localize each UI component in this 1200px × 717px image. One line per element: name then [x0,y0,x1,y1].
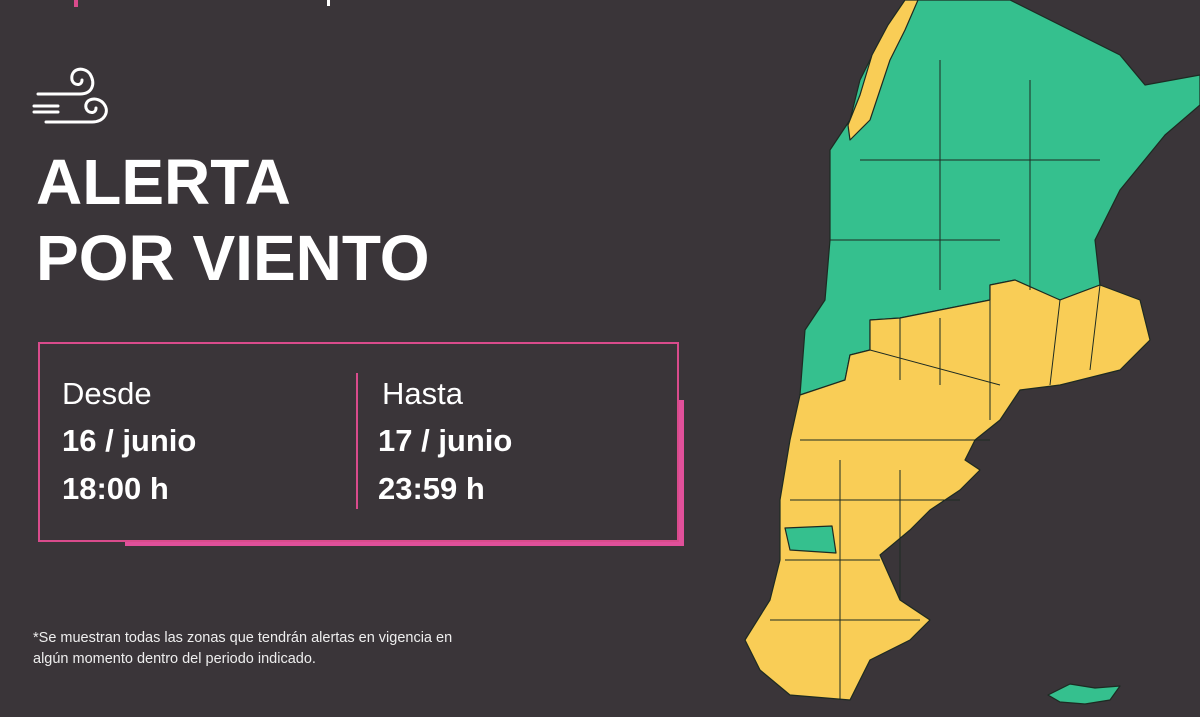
map-region-alert [744,279,1151,701]
map-boundaries [770,60,1101,700]
period-box [38,342,679,542]
page-title-line1: ALERTA [36,146,291,218]
map-region-alert-nw [847,0,919,141]
from-time: 18:00 h [62,471,169,506]
map-islands [1047,683,1121,705]
box-shadow [677,400,684,546]
to-date: 17 / junio [378,423,513,458]
from-label: Desde [62,376,152,411]
top-divider [327,0,330,6]
period-divider [356,373,358,509]
box-shadow [125,540,684,546]
footnote: *Se muestran todas las zonas que tendrán… [33,630,453,667]
page-title-line2: POR VIENTO [36,222,430,294]
to-label: Hasta [382,376,463,411]
top-accent-bar [74,0,78,7]
to-time: 23:59 h [378,471,485,506]
from-date: 16 / junio [62,423,197,458]
map-region-no-alert-south [784,525,837,554]
wind-icon [32,67,108,124]
